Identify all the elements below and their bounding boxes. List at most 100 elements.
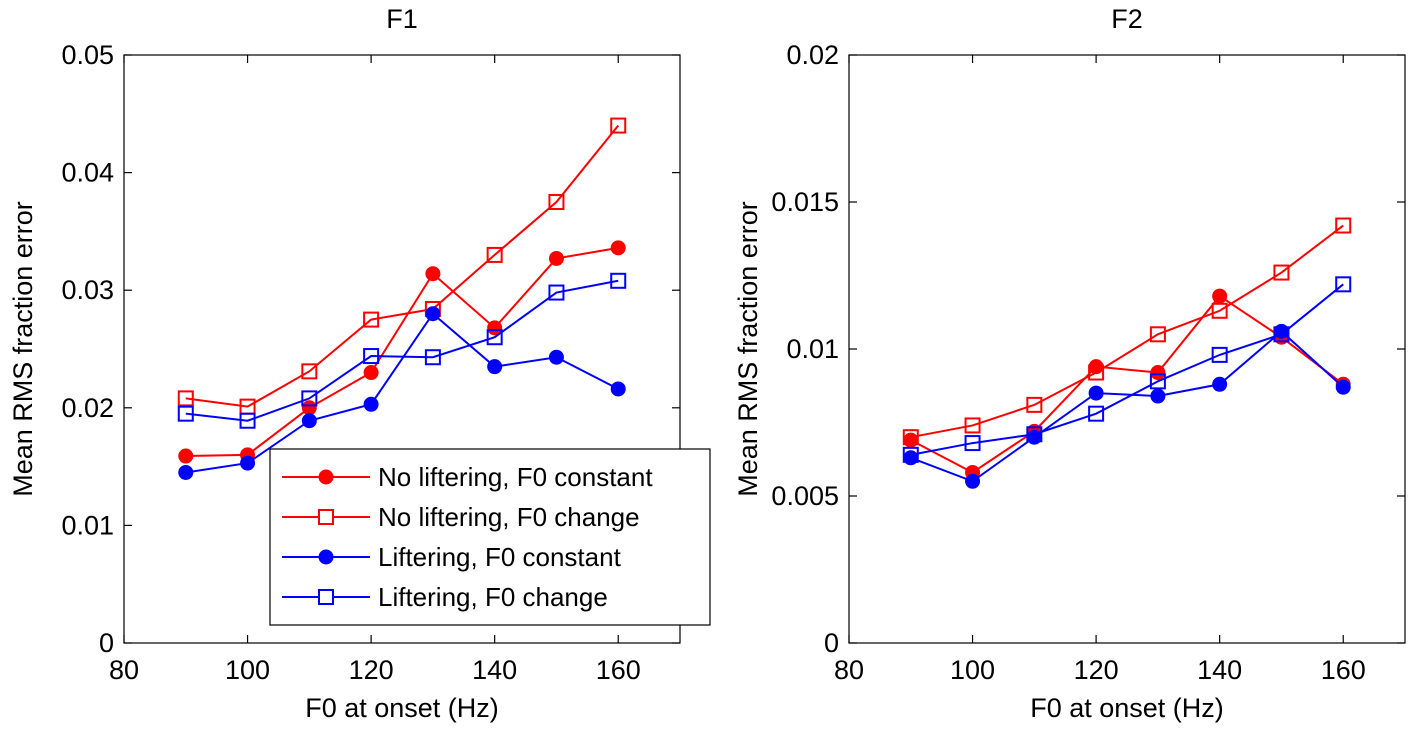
- data-point: [610, 240, 626, 256]
- y-axis-label: Mean RMS fraction error: [733, 201, 763, 497]
- series-3: [178, 306, 626, 480]
- data-point: [1026, 396, 1043, 413]
- series-line: [185, 124, 619, 408]
- legend-label: Liftering, F0 constant: [378, 542, 622, 572]
- x-tick-label: 100: [950, 655, 995, 685]
- x-tick-label: 100: [225, 655, 270, 685]
- legend-entry: Liftering, F0 constant: [282, 542, 622, 572]
- data-point: [548, 250, 564, 266]
- plot-frame: [848, 54, 1406, 644]
- series-line: [910, 283, 1344, 456]
- legend-marker: [318, 589, 334, 605]
- legend: No liftering, F0 constant No liftering, F…: [269, 448, 711, 626]
- series-1: [178, 240, 626, 464]
- data-point: [1149, 326, 1166, 343]
- y-tick-label: 0.04: [61, 158, 114, 188]
- data-point: [902, 429, 919, 446]
- data-point: [486, 246, 503, 263]
- x-tick-label: 120: [1074, 655, 1119, 685]
- data-point: [965, 473, 981, 489]
- data-point: [301, 363, 318, 380]
- data-point: [487, 359, 503, 375]
- legend-label: Liftering, F0 change: [378, 582, 608, 612]
- data-point: [610, 117, 627, 134]
- data-point: [1150, 365, 1166, 381]
- chart-title: F1: [386, 4, 418, 34]
- y-tick-label: 0.03: [61, 275, 114, 305]
- data-point: [363, 365, 379, 381]
- data-point: [1088, 385, 1104, 401]
- legend-label: No liftering, F0 constant: [378, 462, 653, 492]
- legend-marker: [318, 469, 334, 485]
- data-point: [1335, 276, 1352, 293]
- y-tick-label: 0.05: [61, 40, 114, 70]
- data-point: [177, 405, 194, 422]
- y-tick-label: 0.01: [61, 510, 114, 540]
- legend-label: No liftering, F0 change: [378, 502, 640, 532]
- data-point: [548, 194, 565, 210]
- legend-entry: No liftering, F0 change: [282, 502, 640, 532]
- data-point: [425, 266, 441, 282]
- y-tick-label: 0.02: [61, 393, 114, 423]
- x-axis-label: F0 at onset (Hz): [305, 693, 499, 723]
- y-tick-label: 0.005: [771, 481, 839, 511]
- series-line: [910, 330, 1344, 483]
- data-point: [1335, 217, 1352, 234]
- x-tick-label: 140: [1197, 655, 1242, 685]
- data-point: [610, 381, 626, 397]
- x-axis-label: F0 at onset (Hz): [1030, 693, 1224, 723]
- data-point: [301, 390, 318, 407]
- y-tick-label: 0.02: [786, 40, 839, 70]
- series-line: [910, 224, 1344, 439]
- data-point: [301, 400, 317, 416]
- data-point: [1211, 302, 1228, 319]
- x-tick-label: 160: [1321, 655, 1366, 685]
- data-point: [610, 272, 627, 289]
- legend-box: [269, 448, 711, 626]
- data-point: [1088, 364, 1105, 381]
- data-point: [1212, 376, 1228, 392]
- data-point: [902, 446, 919, 463]
- data-point: [424, 349, 441, 366]
- data-point: [178, 448, 194, 464]
- x-tick-label: 140: [472, 655, 517, 685]
- data-point: [363, 348, 380, 365]
- data-point: [1273, 264, 1290, 281]
- data-point: [240, 455, 256, 471]
- data-point: [1026, 426, 1043, 443]
- x-tick-label: 160: [596, 655, 641, 685]
- y-tick-label: 0.01: [786, 334, 839, 364]
- data-point: [964, 435, 981, 452]
- data-point: [1335, 379, 1351, 395]
- data-point: [178, 464, 194, 480]
- legend-entry: No liftering, F0 constant: [282, 462, 653, 492]
- series-line: [910, 294, 1344, 474]
- data-point: [487, 320, 503, 336]
- data-point: [548, 349, 564, 365]
- data-point: [548, 284, 565, 301]
- data-point: [1150, 388, 1166, 404]
- legend-entry: Liftering, F0 change: [282, 582, 608, 612]
- x-tick-label: 80: [834, 655, 864, 685]
- legend-marker: [318, 509, 334, 525]
- series-line: [185, 312, 619, 474]
- y-tick-label: 0: [824, 628, 839, 658]
- y-tick-label: 0.015: [771, 187, 839, 217]
- data-point: [1273, 326, 1290, 343]
- data-point: [363, 311, 380, 328]
- chart-title: F2: [1111, 4, 1143, 34]
- data-point: [1212, 288, 1228, 304]
- data-point: [964, 417, 981, 434]
- series-2: [177, 117, 627, 415]
- data-point: [363, 396, 379, 412]
- panel-1: 80 100 120 140 160 0 0.01 0.02 0.03 0.04 0.05 F1 F0 …: [8, 4, 711, 723]
- data-point: [239, 412, 256, 429]
- x-tick-label: 120: [349, 655, 394, 685]
- series-4: [902, 276, 1352, 463]
- y-axis-label: Mean RMS fraction error: [8, 201, 38, 497]
- series-4: [177, 272, 627, 429]
- data-point: [177, 390, 194, 407]
- y-tick-label: 0: [99, 628, 114, 658]
- legend-marker: [318, 549, 334, 565]
